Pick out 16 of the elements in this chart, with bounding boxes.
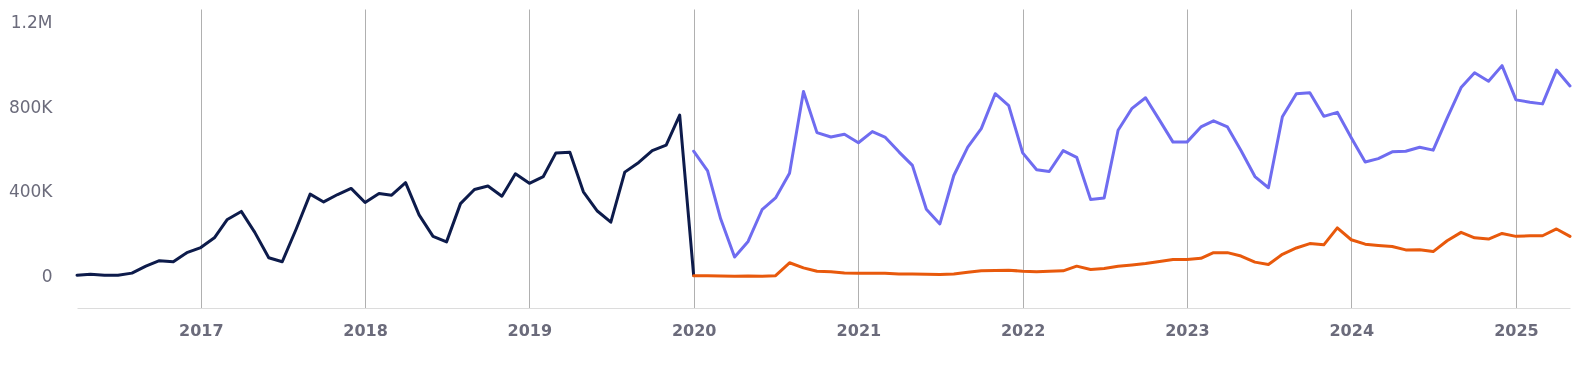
x-tick-label: 2019 — [507, 320, 553, 340]
x-tick-label: 2020 — [671, 320, 717, 340]
x-tick-label: 2023 — [1165, 320, 1210, 340]
x-tick-label: 2025 — [1494, 320, 1539, 340]
x-tick-label: 2017 — [179, 320, 224, 340]
y-tick-label: 1.2M — [10, 12, 53, 33]
y-tick-label: 0 — [41, 265, 53, 286]
x-tick-label: 2021 — [836, 320, 882, 340]
x-tick-label: 2022 — [1000, 320, 1046, 340]
line-series — [75, 113, 696, 277]
x-tick-label: 2024 — [1329, 320, 1375, 340]
line-series — [692, 64, 1572, 259]
y-tick-label: 400K — [8, 181, 54, 202]
line-series — [692, 226, 1572, 278]
x-tick-label: 2018 — [343, 320, 388, 340]
y-tick-label: 800K — [8, 96, 54, 117]
